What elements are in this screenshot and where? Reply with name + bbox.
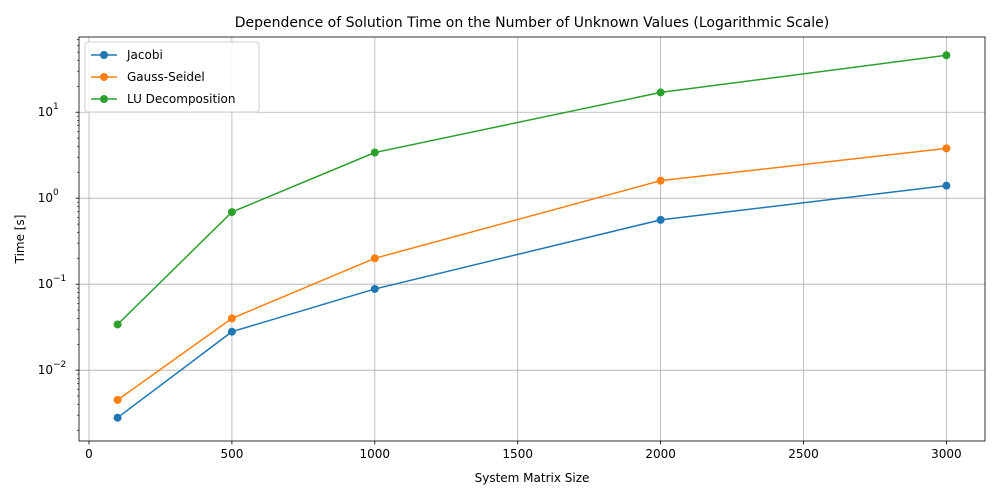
data-point [942, 144, 951, 153]
data-point [942, 51, 951, 60]
x-axis: 0 500 1000 1500 2000 2500 3000 [85, 441, 962, 461]
legend-marker [100, 95, 108, 103]
data-point [113, 395, 122, 404]
data-point [227, 208, 236, 217]
data-point [370, 148, 379, 157]
legend-marker [100, 51, 108, 59]
y-tick-label-exponent: −1 [53, 274, 66, 284]
data-point [656, 176, 665, 185]
y-axis-label: Time [s] [13, 215, 27, 265]
y-tick-label-exponent: −2 [53, 360, 66, 370]
legend-label: LU Decomposition [127, 92, 235, 106]
legend-label: Jacobi [126, 48, 163, 62]
x-tick-label: 0 [85, 447, 93, 461]
data-point [656, 215, 665, 224]
data-point [370, 284, 379, 293]
y-tick-label: 10 0 [38, 188, 59, 205]
y-tick-label-exponent: 0 [53, 188, 59, 198]
x-tick-label: 1000 [360, 447, 391, 461]
legend-label: Gauss-Seidel [127, 70, 205, 84]
data-point [370, 254, 379, 263]
x-tick-label: 2000 [645, 447, 676, 461]
data-point [227, 314, 236, 323]
y-tick-label: 10 1 [38, 102, 59, 119]
y-tick-label-base: 10 [38, 191, 53, 205]
legend-item: LU Decomposition [91, 92, 235, 106]
y-tick-label-exponent: 1 [53, 102, 59, 112]
data-point [656, 88, 665, 97]
data-point [942, 181, 951, 190]
data-point [227, 327, 236, 336]
legend-item: Gauss-Seidel [91, 70, 205, 84]
x-tick-label: 500 [220, 447, 243, 461]
x-tick-label: 1500 [502, 447, 533, 461]
y-tick-label: 10 −2 [38, 360, 67, 377]
legend: Jacobi Gauss-Seidel LU Decomposition [84, 41, 260, 113]
y-tick-label-base: 10 [38, 105, 53, 119]
x-axis-label: System Matrix Size [475, 471, 590, 485]
data-point [113, 413, 122, 422]
chart-title: Dependence of Solution Time on the Numbe… [235, 15, 829, 31]
legend-item: Jacobi [91, 48, 163, 62]
y-tick-label-base: 10 [38, 363, 53, 377]
x-tick-label: 2500 [788, 447, 819, 461]
x-tick-label: 3000 [931, 447, 962, 461]
plot-frame [78, 36, 986, 442]
legend-marker [100, 73, 108, 81]
y-tick-label-base: 10 [38, 277, 53, 291]
series-group [113, 51, 951, 422]
data-point [113, 320, 122, 329]
y-tick-label: 10 −1 [38, 274, 67, 291]
legend-box [84, 41, 260, 113]
